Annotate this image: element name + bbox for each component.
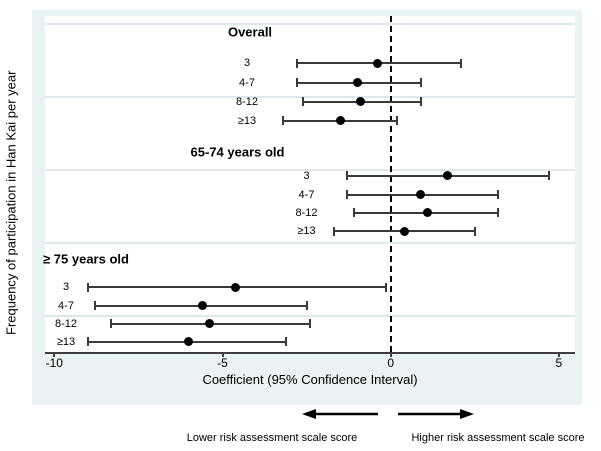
group-title: Overall	[227, 24, 273, 40]
estimate-marker	[197, 301, 207, 310]
ci-cap	[302, 97, 305, 106]
ci-cap	[547, 171, 550, 180]
ci-cap	[497, 190, 500, 199]
ci-cap	[473, 226, 476, 236]
zero-reference-line	[389, 16, 392, 352]
estimate-marker	[204, 319, 214, 328]
ci-cap	[295, 78, 298, 87]
ci-cap	[305, 301, 308, 310]
estimate-marker	[352, 78, 362, 87]
left-arrow-icon	[302, 409, 378, 419]
left-arrow-label: Lower risk assessment scale score	[186, 432, 358, 444]
axis-tick	[53, 352, 56, 357]
estimate-marker	[184, 337, 194, 346]
row-label: 3	[303, 169, 310, 182]
ci-cap	[497, 208, 500, 217]
ci-cap	[86, 337, 89, 346]
ci-cap	[93, 301, 96, 310]
gridline	[45, 23, 575, 25]
plot-area	[45, 16, 575, 354]
gridline	[45, 96, 575, 98]
row-label: ≥13	[237, 114, 257, 127]
row-label: 8-12	[54, 317, 78, 330]
ci-cap	[352, 208, 355, 217]
right-arrow-icon	[398, 409, 474, 419]
ci-cap	[345, 190, 348, 199]
axis-tick-label: -5	[217, 356, 228, 370]
ci-cap	[308, 319, 311, 328]
estimate-marker	[231, 282, 241, 292]
ci-cap	[419, 97, 422, 106]
ci-cap	[285, 337, 288, 346]
estimate-marker	[443, 171, 453, 180]
ci-cap	[110, 319, 113, 328]
estimate-marker	[423, 208, 433, 217]
row-label: 8-12	[295, 206, 318, 219]
ci-cap	[332, 226, 335, 236]
axis-tick	[557, 352, 560, 357]
ci-cap	[345, 171, 348, 180]
axis-tick-label: 0	[387, 356, 395, 370]
x-axis-title: Coefficient (95% Confidence Interval)	[202, 372, 418, 387]
row-label: 8-12	[235, 95, 259, 108]
gridline	[45, 242, 575, 244]
gridline	[45, 315, 575, 317]
row-label: ≥13	[297, 225, 316, 237]
row-label: 4-7	[298, 188, 315, 201]
group-title: ≥ 75 years old	[43, 251, 129, 267]
axis-tick-label: 5	[555, 356, 563, 370]
estimate-marker	[355, 97, 365, 106]
row-label: ≥13	[56, 335, 76, 348]
right-arrow-label: Higher risk assessment scale score	[411, 432, 585, 444]
row-label: 4-7	[239, 76, 255, 89]
ci-cap	[282, 116, 285, 125]
ci-cap	[460, 58, 463, 68]
ci-cap	[86, 282, 89, 292]
estimate-marker	[372, 58, 382, 68]
axis-tick	[389, 352, 392, 357]
axis-tick-label: -10	[45, 356, 63, 370]
estimate-marker	[416, 190, 426, 199]
row-label: 3	[62, 281, 70, 293]
estimate-marker	[335, 116, 345, 125]
ci-cap	[384, 282, 387, 292]
gridline	[45, 169, 575, 171]
ci-cap	[295, 58, 298, 68]
ci-cap	[396, 116, 399, 125]
row-label: 3	[243, 57, 251, 69]
group-title: 65-74 years old	[190, 144, 285, 160]
axis-tick	[221, 352, 224, 357]
ci-cap	[419, 78, 422, 87]
row-label: 4-7	[58, 299, 74, 312]
estimate-marker	[399, 226, 409, 236]
